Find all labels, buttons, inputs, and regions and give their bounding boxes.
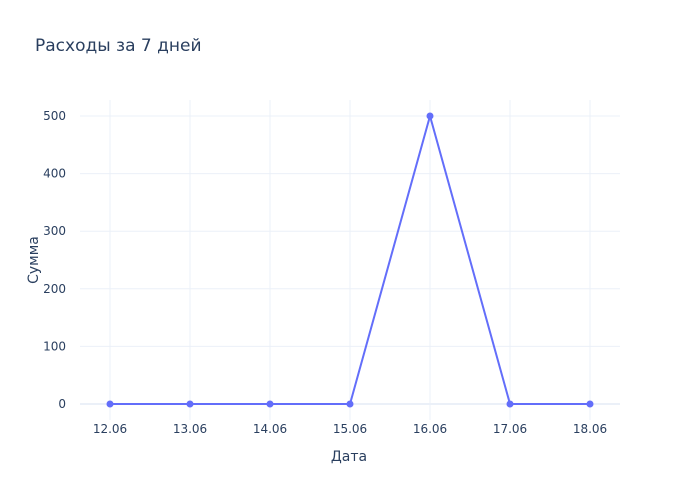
data-point (106, 400, 114, 408)
x-tick-label: 18.06 (573, 422, 607, 436)
x-tick-label: 14.06 (253, 422, 287, 436)
data-point (266, 400, 274, 408)
y-tick-label: 200 (43, 282, 66, 296)
x-axis-title: Дата (331, 449, 367, 465)
x-tick-label: 12.06 (93, 422, 127, 436)
data-point (586, 400, 594, 408)
series (106, 112, 594, 408)
y-tick-label: 300 (43, 224, 66, 238)
y-axis-title: Сумма (26, 236, 42, 284)
chart-title: Расходы за 7 дней (35, 36, 202, 56)
x-tick-label: 15.06 (333, 422, 367, 436)
x-tick-label: 17.06 (493, 422, 527, 436)
y-axis-ticks: 0 100 200 300 400 500 (43, 109, 66, 411)
y-tick-label: 500 (43, 109, 66, 123)
y-tick-label: 400 (43, 167, 66, 181)
x-tick-label: 16.06 (413, 422, 447, 436)
data-point (346, 400, 354, 408)
gridlines (80, 100, 620, 420)
data-point (426, 112, 434, 120)
y-tick-label: 0 (58, 397, 66, 411)
data-point (186, 400, 194, 408)
x-axis-ticks: 12.06 13.06 14.06 15.06 16.06 17.06 18.06 (93, 422, 607, 436)
x-tick-label: 13.06 (173, 422, 207, 436)
y-tick-label: 100 (43, 339, 66, 353)
data-point (506, 400, 514, 408)
